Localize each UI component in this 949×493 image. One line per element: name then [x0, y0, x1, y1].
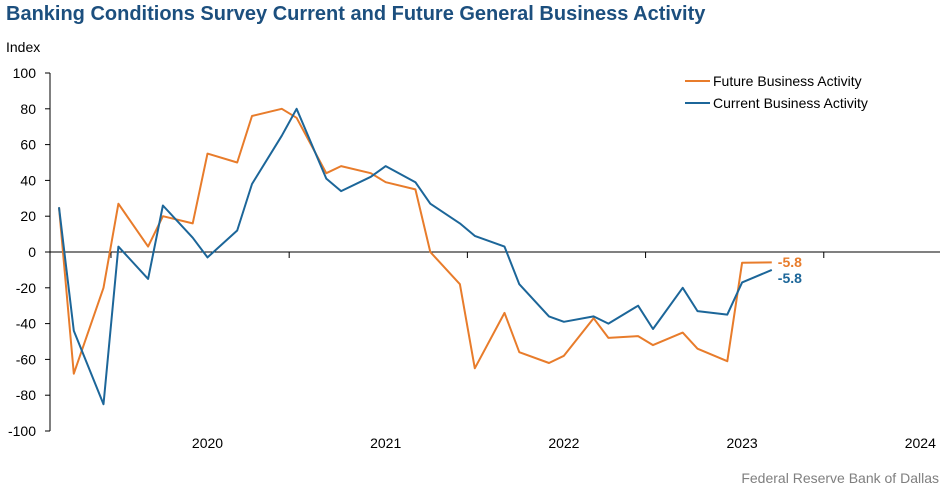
legend: Future Business Activity Current Business… [685, 73, 868, 111]
series-line-current [58, 107, 773, 406]
x-axis: 2020 2021 2022 2023 2024 [50, 251, 940, 451]
end-labels: -5.8-5.8 [778, 254, 802, 286]
x-tick-label: 2023 [727, 435, 758, 451]
x-tick-label: 2024 [905, 435, 936, 451]
y-tick-label: 40 [20, 172, 36, 188]
y-tick-label: -80 [16, 387, 36, 403]
x-tick-label: 2020 [192, 435, 223, 451]
y-tick-label: 100 [13, 65, 37, 81]
y-tick-label: -40 [16, 316, 36, 332]
y-tick-label: -100 [8, 423, 36, 439]
x-tick-label: 2022 [548, 435, 579, 451]
source-note: Federal Reserve Bank of Dallas [741, 470, 939, 486]
y-axis-label: Index [6, 39, 40, 55]
y-tick-label: 20 [20, 208, 36, 224]
chart-title: Banking Conditions Survey Current and Fu… [6, 3, 706, 25]
y-tick-label: 80 [20, 101, 36, 117]
x-tick-label: 2021 [370, 435, 401, 451]
y-axis: 100 80 60 40 20 0 -20 -40 -60 -80 -100 [8, 65, 51, 439]
y-tick-label: 60 [20, 137, 36, 153]
end-label-future: -5.8 [778, 254, 802, 270]
y-tick-label: 0 [28, 244, 36, 260]
legend-label: Future Business Activity [713, 73, 862, 89]
series-line-future [58, 107, 772, 375]
y-tick-label: -20 [16, 280, 36, 296]
y-tick-label: -60 [16, 351, 36, 367]
end-label-current: -5.8 [778, 270, 802, 286]
legend-label: Current Business Activity [713, 95, 868, 111]
series-lines [58, 107, 773, 406]
